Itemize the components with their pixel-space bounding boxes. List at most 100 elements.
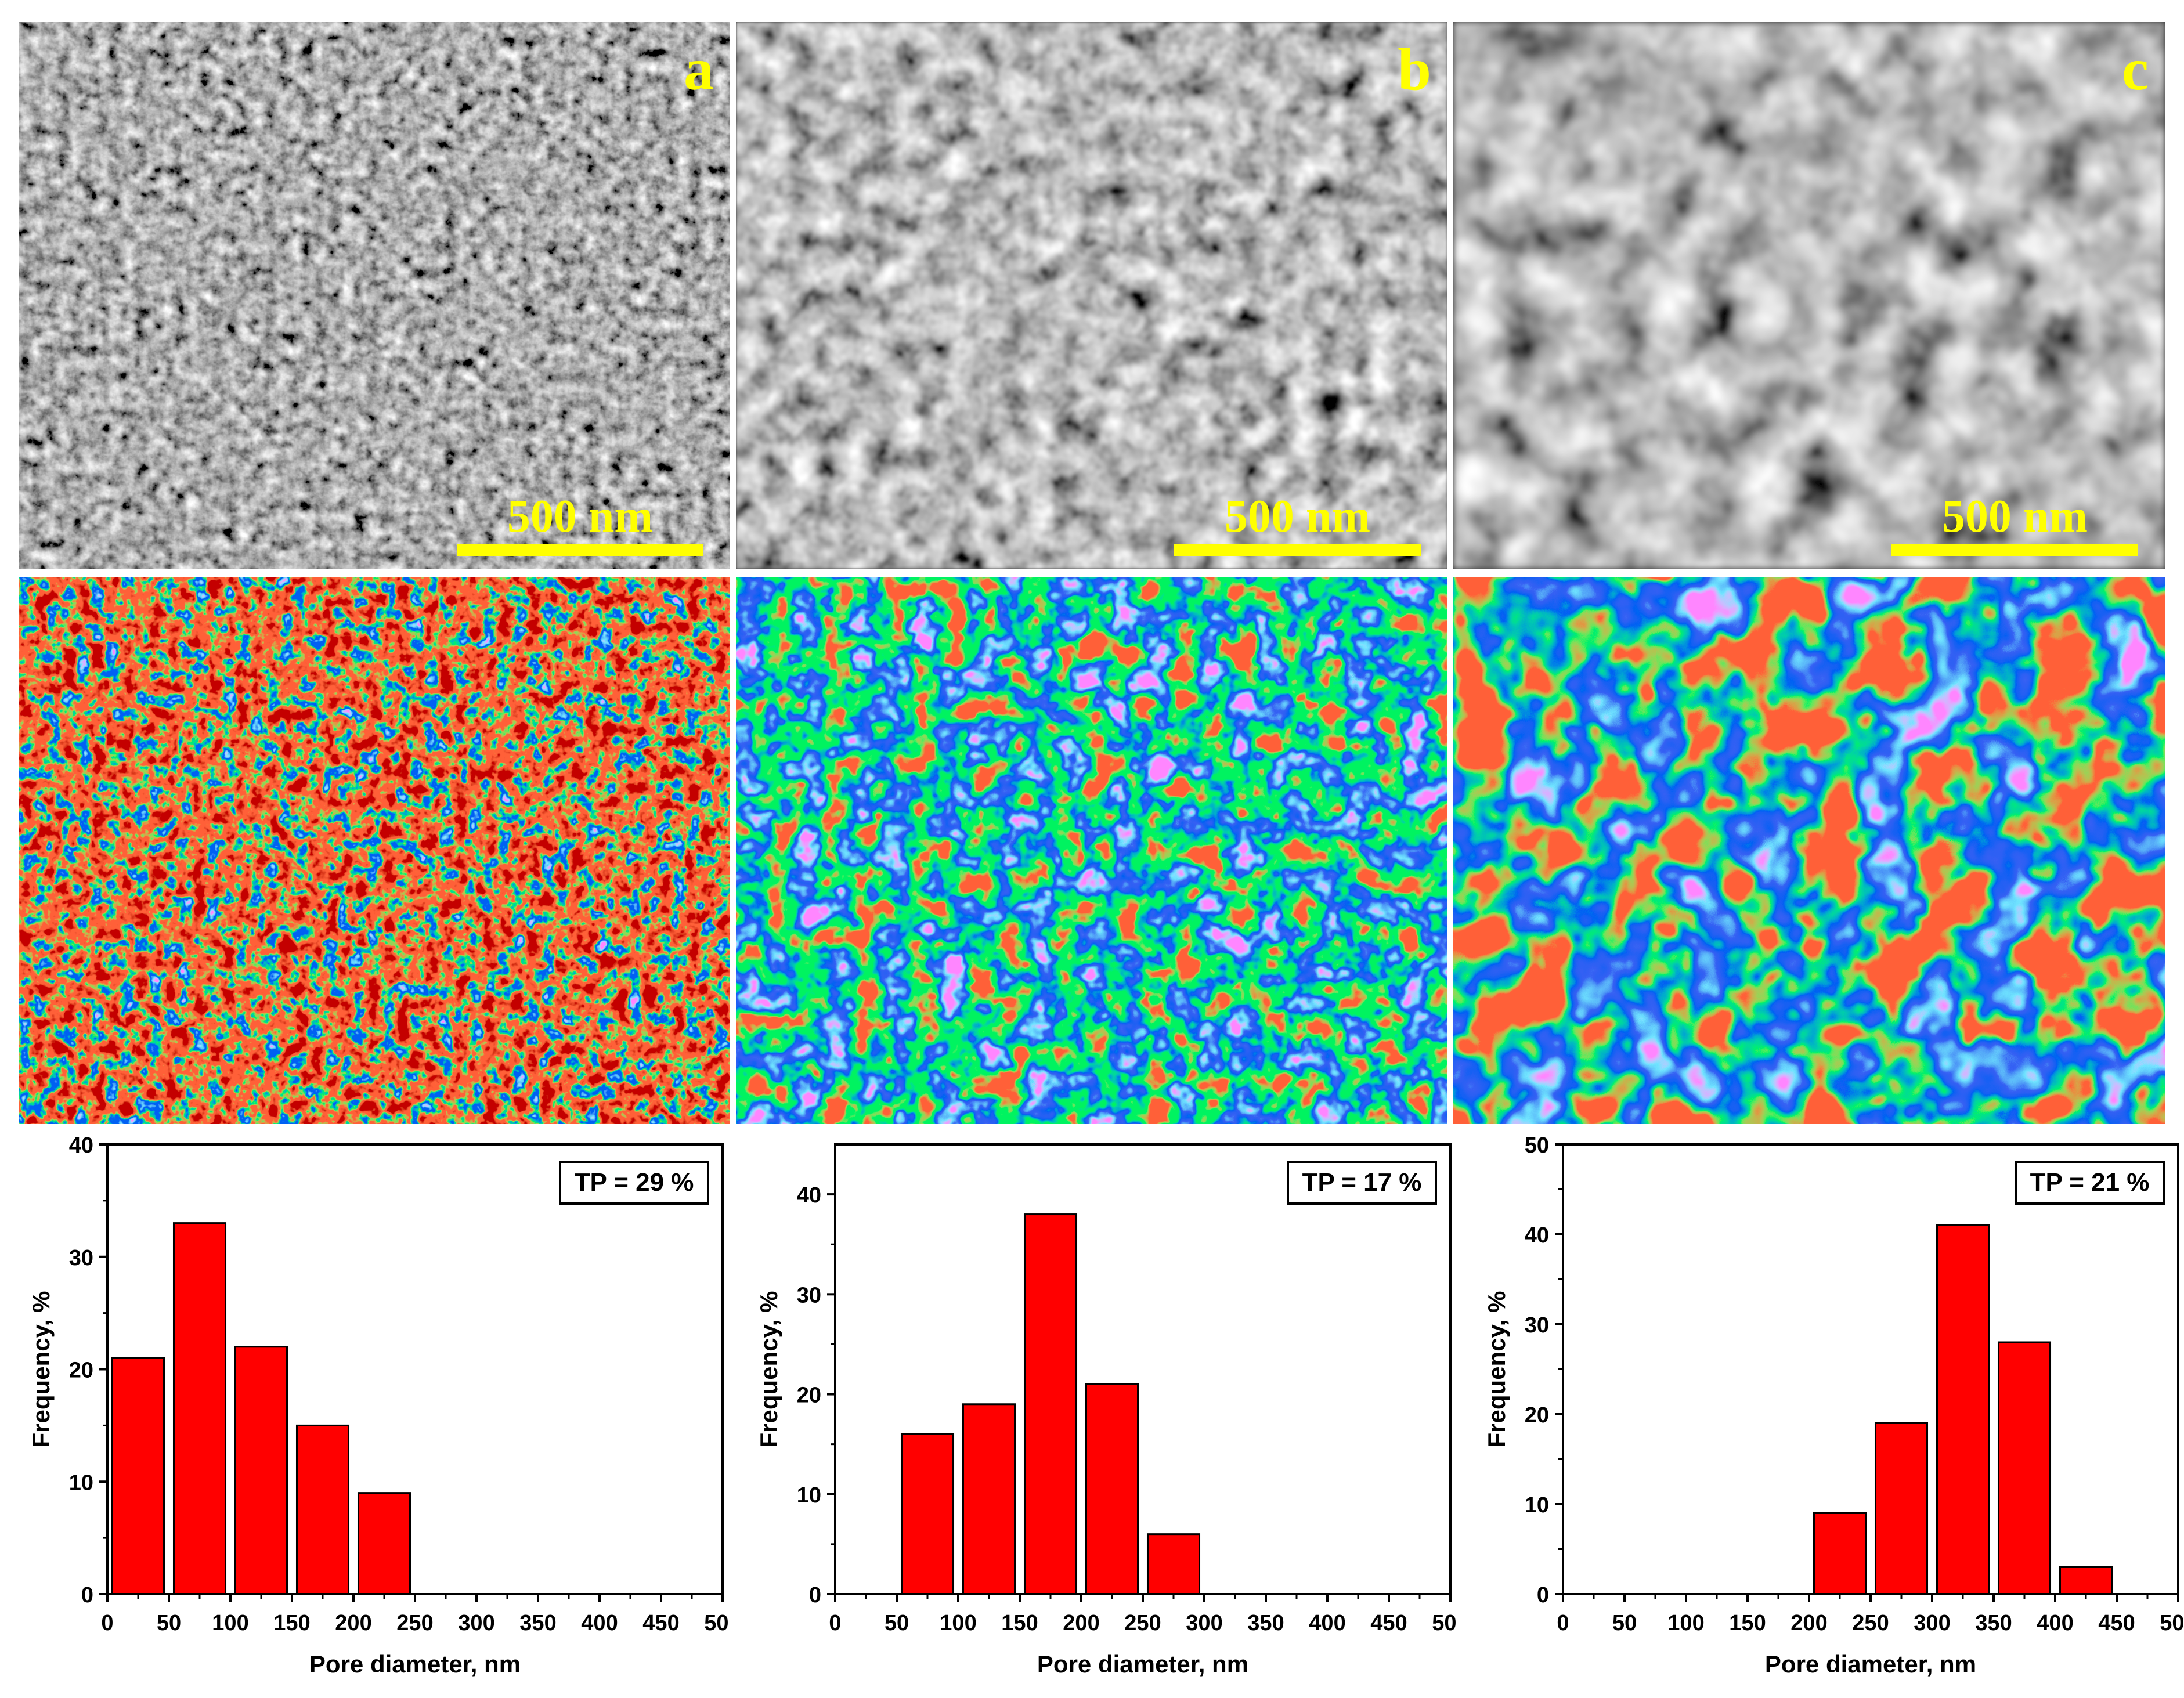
x-axis-label-b: Pore diameter, nm — [1037, 1650, 1248, 1678]
sem-texture-c — [1453, 22, 2165, 569]
bar-a-2 — [234, 1346, 288, 1595]
y-tick-label-b-2: 20 — [797, 1383, 821, 1408]
y-tick-label-a-0: 0 — [81, 1583, 93, 1607]
contour-texture-a — [19, 577, 730, 1124]
scale-line-b — [1174, 544, 1421, 556]
x-tick-label-b-7: 350 — [1247, 1611, 1284, 1635]
y-tick-label-b-0: 0 — [809, 1583, 821, 1607]
y-tick-label-c-5: 50 — [1525, 1133, 1549, 1158]
x-tick-label-a-10: 500 — [704, 1611, 728, 1635]
x-tick-label-c-8: 400 — [2037, 1611, 2073, 1635]
histogram-b-svg: 0 50 100 150 200 250 300 350 400 450 500 0 10 20 30 40 P… — [755, 1143, 1469, 1678]
x-tick-label-c-5: 250 — [1852, 1611, 1889, 1635]
y-axis-label-b: Frequency, % — [755, 1291, 782, 1448]
x-tick-label-c-2: 100 — [1667, 1611, 1704, 1635]
tp-label-a: TP = 29 % — [575, 1168, 694, 1197]
y-axis-label-c: Frequency, % — [1483, 1291, 1510, 1448]
histogram-c: 0 50 100 150 200 250 300 350 400 450 500 0 10 20 30 40 5… — [1456, 1132, 2184, 1695]
bar-c-4 — [2059, 1566, 2113, 1595]
sem-image-b: b 500 nm — [736, 22, 1447, 569]
x-tick-label-b-2: 100 — [940, 1611, 976, 1635]
scale-line-a — [457, 544, 703, 556]
bar-c-0 — [1813, 1512, 1867, 1595]
tp-label-c: TP = 21 % — [2030, 1168, 2150, 1197]
y-axis-label-a: Frequency, % — [27, 1291, 55, 1448]
x-tick-label-c-0: 0 — [1557, 1611, 1569, 1635]
histogram-b: 0 50 100 150 200 250 300 350 400 450 500 0 10 20 30 40 P… — [728, 1132, 1469, 1695]
x-tick-label-a-5: 250 — [396, 1611, 433, 1635]
y-tick-label-a-2: 20 — [69, 1359, 93, 1383]
contour-texture-b — [736, 577, 1447, 1124]
x-tick-label-c-6: 300 — [1914, 1611, 1950, 1635]
x-tick-label-a-9: 450 — [642, 1611, 679, 1635]
x-tick-label-c-4: 200 — [1790, 1611, 1827, 1635]
bar-c-1 — [1874, 1422, 1929, 1595]
x-tick-label-b-0: 0 — [829, 1611, 841, 1635]
bar-b-4 — [1146, 1533, 1201, 1595]
x-tick-label-b-10: 500 — [1432, 1611, 1456, 1635]
contour-map-a — [19, 577, 730, 1124]
x-tick-label-b-5: 250 — [1124, 1611, 1161, 1635]
histogram-a-svg: 0 50 100 150 200 250 300 350 400 450 500 0 10 20 30 40 P… — [27, 1133, 741, 1678]
x-tick-label-a-7: 350 — [519, 1611, 556, 1635]
bar-b-0 — [900, 1433, 955, 1595]
bar-a-1 — [172, 1222, 227, 1595]
y-tick-label-c-1: 10 — [1525, 1493, 1549, 1518]
x-tick-label-c-1: 50 — [1612, 1611, 1637, 1635]
bar-c-2 — [1936, 1224, 1990, 1595]
scale-bar-c: 500 nm — [1891, 493, 2138, 556]
x-tick-label-c-7: 350 — [1975, 1611, 2012, 1635]
x-tick-label-b-3: 150 — [1001, 1611, 1038, 1635]
bar-b-1 — [962, 1403, 1016, 1595]
contour-map-c — [1453, 577, 2165, 1124]
x-tick-label-b-1: 50 — [885, 1611, 909, 1635]
x-tick-label-a-2: 100 — [212, 1611, 248, 1635]
x-tick-label-b-9: 450 — [1370, 1611, 1407, 1635]
y-tick-label-a-1: 10 — [69, 1471, 93, 1495]
panel-letter-c: c — [2121, 36, 2149, 103]
sem-texture-b — [736, 22, 1447, 569]
bar-a-4 — [357, 1492, 411, 1595]
sem-image-a: a 500 nm — [19, 22, 730, 569]
y-tick-label-c-0: 0 — [1537, 1583, 1549, 1607]
y-tick-label-c-2: 20 — [1525, 1403, 1549, 1428]
histogram-c-svg: 0 50 100 150 200 250 300 350 400 450 500 0 10 20 30 40 5… — [1483, 1133, 2184, 1678]
x-axis-label-a: Pore diameter, nm — [309, 1650, 521, 1678]
x-tick-label-b-6: 300 — [1186, 1611, 1222, 1635]
x-tick-label-a-4: 200 — [335, 1611, 371, 1635]
x-tick-label-b-8: 400 — [1309, 1611, 1345, 1635]
panel-letter-a: a — [684, 36, 714, 103]
x-tick-label-c-10: 500 — [2160, 1611, 2184, 1635]
plot-frame-c — [1562, 1143, 2179, 1595]
scale-bar-a: 500 nm — [457, 493, 703, 556]
y-tick-label-b-1: 10 — [797, 1483, 821, 1508]
scale-label-a: 500 nm — [507, 491, 654, 542]
x-tick-label-c-3: 150 — [1729, 1611, 1766, 1635]
tp-box-a — [559, 1161, 709, 1205]
sem-texture-a — [19, 22, 730, 569]
y-tick-label-a-4: 40 — [69, 1133, 93, 1158]
x-tick-label-a-6: 300 — [458, 1611, 494, 1635]
histogram-a: 0 50 100 150 200 250 300 350 400 450 500 0 10 20 30 40 P… — [0, 1132, 741, 1695]
scale-label-c: 500 nm — [1941, 491, 2088, 542]
y-tick-label-b-3: 30 — [797, 1283, 821, 1307]
scale-line-c — [1891, 544, 2138, 556]
x-tick-label-a-0: 0 — [101, 1611, 113, 1635]
contour-texture-c — [1453, 577, 2165, 1124]
x-axis-label-c: Pore diameter, nm — [1765, 1650, 1976, 1678]
x-tick-label-a-3: 150 — [273, 1611, 310, 1635]
x-tick-label-a-8: 400 — [581, 1611, 618, 1635]
panel-letter-b: b — [1398, 36, 1431, 103]
tp-box-b — [1287, 1161, 1437, 1205]
y-tick-label-a-3: 30 — [69, 1246, 93, 1270]
y-tick-label-b-4: 40 — [797, 1183, 821, 1208]
x-tick-label-c-9: 450 — [2098, 1611, 2135, 1635]
y-tick-label-c-3: 30 — [1525, 1313, 1549, 1338]
x-tick-label-b-4: 200 — [1063, 1611, 1099, 1635]
bar-a-0 — [111, 1357, 165, 1595]
sem-image-c: c 500 nm — [1453, 22, 2165, 569]
bar-b-2 — [1023, 1213, 1078, 1595]
bar-b-3 — [1085, 1383, 1139, 1595]
bar-c-3 — [1997, 1341, 2052, 1595]
tp-label-b: TP = 17 % — [1302, 1168, 1422, 1197]
